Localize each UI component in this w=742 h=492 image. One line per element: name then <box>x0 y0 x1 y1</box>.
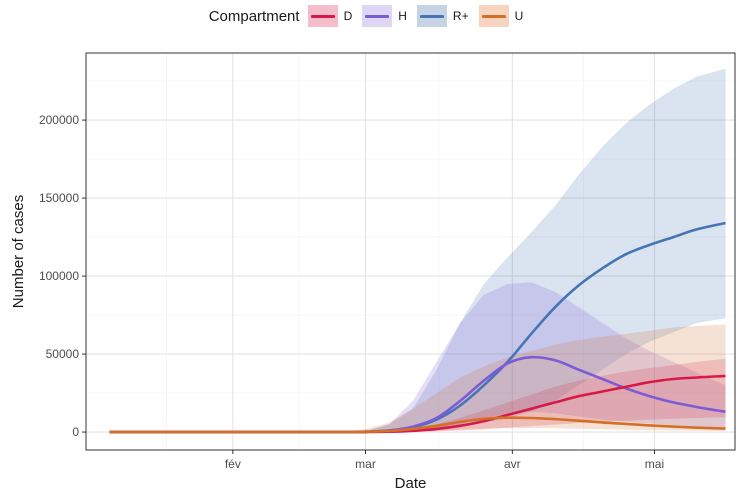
legend-item-r-plus: R+ <box>416 5 469 27</box>
panel-border <box>85 52 736 451</box>
legend-key-u-icon <box>478 5 509 27</box>
legend-item-h: H <box>362 5 407 27</box>
confidence-bands <box>109 68 726 433</box>
axes: fév mar avr mai 0 50000 100000 150000 200000 <box>39 113 664 471</box>
legend-label-d: D <box>343 9 353 23</box>
y-tick-label: 150000 <box>39 191 79 205</box>
grid <box>86 53 735 450</box>
x-tick-label: avr <box>504 457 521 471</box>
legend-label-h: H <box>398 9 407 23</box>
y-tick-label: 50000 <box>46 347 80 361</box>
band-r-plus <box>109 68 726 433</box>
legend-item-u: U <box>478 5 524 27</box>
x-tick-label: mar <box>355 457 376 471</box>
legend-label-r-plus: R+ <box>452 9 469 23</box>
legend-label-u: U <box>514 9 524 23</box>
y-tick-label: 200000 <box>39 113 79 127</box>
legend-key-r-plus-icon <box>416 5 447 27</box>
legend: Compartment D H R+ U <box>0 4 742 28</box>
series-lines <box>109 221 726 434</box>
x-tick-label: fév <box>225 457 241 471</box>
legend-item-d: D <box>307 5 353 27</box>
y-tick-label: 0 <box>72 425 79 439</box>
x-tick-label: mai <box>645 457 664 471</box>
band-d <box>109 358 726 433</box>
band-u <box>109 324 726 433</box>
series-line-u <box>109 416 726 434</box>
y-axis-title: Number of cases <box>10 195 27 308</box>
legend-key-d-icon <box>307 5 338 27</box>
y-tick-label: 100000 <box>39 269 79 283</box>
band-h <box>109 282 726 433</box>
x-axis-title: Date <box>395 475 427 492</box>
legend-title: Compartment <box>208 7 300 25</box>
legend-key-h-icon <box>362 5 393 27</box>
